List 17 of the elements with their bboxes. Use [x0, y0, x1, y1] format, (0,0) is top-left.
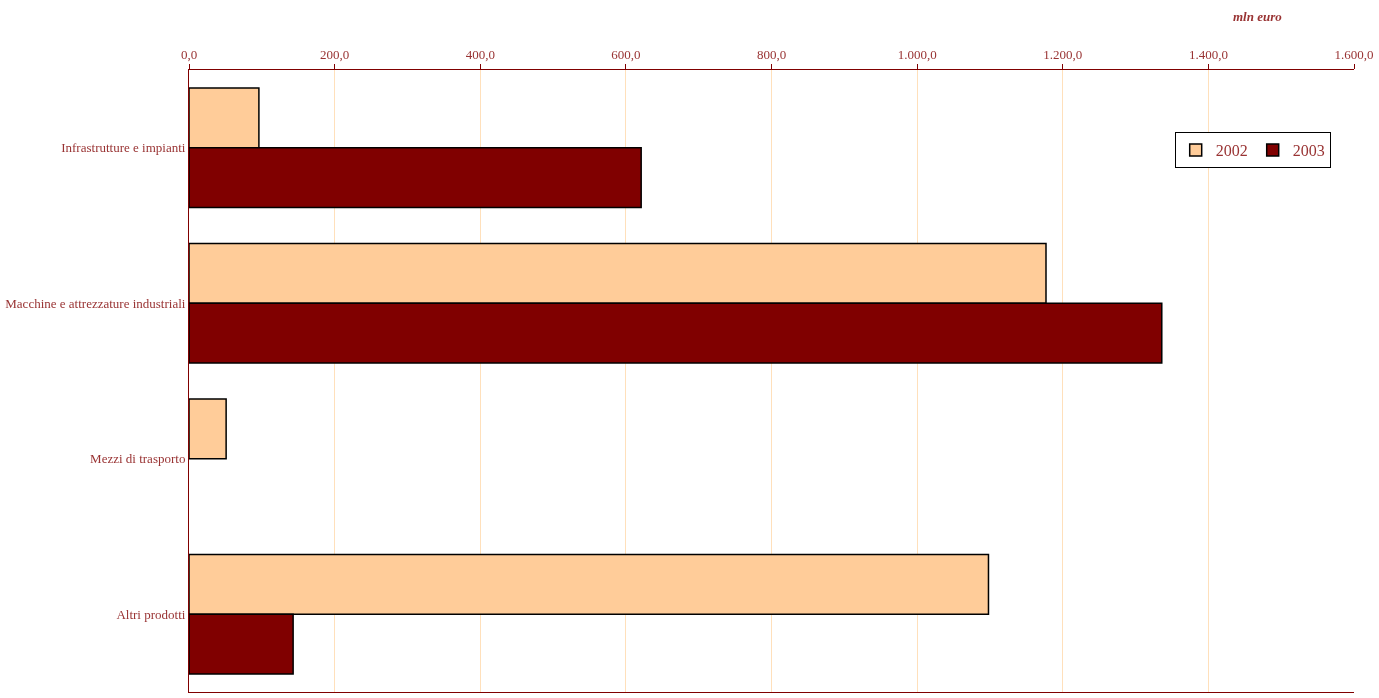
bar	[189, 398, 227, 460]
legend-label: 2002	[1215, 142, 1248, 160]
x-axis-title: mln euro	[1233, 9, 1283, 24]
x-tick-label: 1.000,0	[897, 46, 937, 62]
y-tick-label: Mezzi di trasporto	[90, 451, 186, 467]
x-tick-label: 200,0	[320, 46, 350, 62]
y-tick-label: Altri prodotti	[116, 606, 186, 622]
x-tick-label: 0,0	[180, 46, 198, 62]
y-tick-label: Macchine e attrezzature industriali	[5, 295, 186, 311]
legend-label: 2003	[1292, 142, 1325, 160]
x-tick-label: 400,0	[465, 46, 495, 62]
x-tick-label: 1.200,0	[1043, 46, 1083, 62]
x-tick-label: 1.400,0	[1188, 46, 1228, 62]
x-tick-label: 600,0	[611, 46, 641, 62]
x-tick-label: 1.600,0	[1334, 46, 1374, 62]
y-tick-label: Infrastrutture e impianti	[61, 140, 186, 156]
x-tick-label: 800,0	[756, 46, 787, 62]
